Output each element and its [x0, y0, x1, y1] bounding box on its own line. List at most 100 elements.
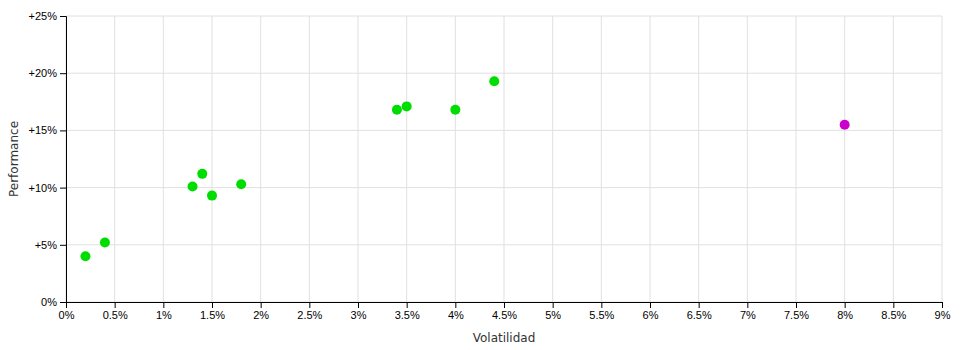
point: [450, 105, 460, 115]
x-axis: 0% 0.5% 1% 1.5% 2% 2.5% 3% 3.5% 4% 4.5% 5% 5.5% 6% 6.…: [59, 302, 951, 321]
grid: [66, 16, 942, 302]
y-axis-title: Performance: [7, 121, 21, 197]
x-tick-label: 8.5%: [881, 309, 906, 321]
x-tick: 2%: [253, 302, 269, 321]
y-tick-mark: [60, 245, 66, 246]
grid-line-x: [406, 16, 407, 302]
x-tick: 0.5%: [103, 302, 128, 321]
x-tick-label: 8%: [837, 309, 853, 321]
point: [392, 105, 402, 115]
x-tick-label: 2%: [253, 309, 269, 321]
grid-line-x: [601, 16, 602, 302]
y-tick-mark: [60, 188, 66, 189]
y-tick-label: +20%: [29, 67, 58, 79]
y-tick: +25%: [29, 10, 66, 22]
grid-line-x: [698, 16, 699, 302]
x-tick-label: 0%: [59, 309, 75, 321]
x-tick-mark: [407, 302, 408, 308]
x-tick-mark: [504, 302, 505, 308]
y-axis: 0% +5% +10% +15% +20% +25%: [29, 10, 67, 308]
x-tick-label: 7%: [740, 309, 756, 321]
series: [840, 120, 850, 130]
x-tick: 8%: [837, 302, 853, 321]
x-tick-mark: [455, 302, 456, 308]
grid-line-x: [844, 16, 845, 302]
x-tick: 1%: [156, 302, 172, 321]
x-tick-mark: [942, 302, 943, 308]
x-tick-mark: [358, 302, 359, 308]
x-tick-label: 7.5%: [784, 309, 809, 321]
x-tick-label: 4%: [448, 309, 464, 321]
plot: 0% 0.5% 1% 1.5% 2% 2.5% 3% 3.5% 4% 4.5% 5% 5.5% 6% 6.…: [29, 10, 951, 321]
x-tick: 3%: [351, 302, 367, 321]
series: [80, 76, 499, 261]
x-tick: 6%: [643, 302, 659, 321]
y-axis-line: [60, 17, 67, 303]
grid-line-y: [66, 244, 942, 245]
x-tick: 2.5%: [297, 302, 322, 321]
x-tick: 5.5%: [589, 302, 614, 321]
grid-line-x: [455, 16, 456, 302]
x-tick: 4%: [448, 302, 464, 321]
grid-line-x: [309, 16, 310, 302]
grid-line-x: [260, 16, 261, 302]
y-tick: +15%: [29, 124, 66, 136]
grid-line-x: [358, 16, 359, 302]
y-tick-label: +5%: [35, 239, 58, 251]
x-tick-label: 1%: [156, 309, 172, 321]
x-tick-mark: [163, 302, 164, 308]
y-tick-mark: [60, 73, 66, 74]
x-tick-mark: [212, 302, 213, 308]
point: [489, 76, 499, 86]
x-tick-mark: [699, 302, 700, 308]
grid-line-x: [650, 16, 651, 302]
x-tick: 6.5%: [687, 302, 712, 321]
x-tick-mark: [845, 302, 846, 308]
x-tick-mark: [650, 302, 651, 308]
x-tick: 3.5%: [395, 302, 420, 321]
y-tick: 0%: [41, 296, 66, 308]
chart: 0% 0.5% 1% 1.5% 2% 2.5% 3% 3.5% 4% 4.5% 5% 5.5% 6% 6.…: [0, 0, 966, 350]
x-tick-mark: [309, 302, 310, 308]
grid-line-x: [796, 16, 797, 302]
grid-line-x: [942, 16, 943, 302]
point: [188, 181, 198, 191]
y-tick-mark: [60, 130, 66, 131]
grid-line-x: [893, 16, 894, 302]
x-tick: 5%: [545, 302, 561, 321]
grid-line-y: [66, 73, 942, 74]
grid-line-x: [163, 16, 164, 302]
x-tick-mark: [601, 302, 602, 308]
grid-line-x: [212, 16, 213, 302]
x-tick: 4.5%: [492, 302, 517, 321]
x-tick-mark: [115, 302, 116, 308]
y-tick: +10%: [29, 182, 66, 194]
x-axis-line: [67, 303, 943, 309]
point: [402, 101, 412, 111]
y-tick-mark: [60, 16, 66, 17]
grid-line-y: [66, 130, 942, 131]
grid-line-y: [66, 16, 942, 17]
points: [80, 76, 849, 261]
grid-line-x: [114, 16, 115, 302]
x-tick: 0%: [59, 302, 75, 321]
point: [197, 169, 207, 179]
x-tick-label: 5%: [545, 309, 561, 321]
point: [207, 191, 217, 201]
y-tick: +20%: [29, 67, 66, 79]
x-tick: 1.5%: [200, 302, 225, 321]
x-tick-mark: [747, 302, 748, 308]
y-tick-label: +10%: [29, 182, 58, 194]
y-tick-label: +15%: [29, 124, 58, 136]
y-tick: +5%: [35, 239, 66, 251]
x-tick-label: 5.5%: [589, 309, 614, 321]
point: [236, 179, 246, 189]
x-tick: 7.5%: [784, 302, 809, 321]
point: [100, 238, 110, 248]
grid-line-x: [747, 16, 748, 302]
x-tick-mark: [261, 302, 262, 308]
y-tick-label: +25%: [29, 10, 58, 22]
x-tick-label: 4.5%: [492, 309, 517, 321]
x-tick-label: 2.5%: [297, 309, 322, 321]
point: [840, 120, 850, 130]
